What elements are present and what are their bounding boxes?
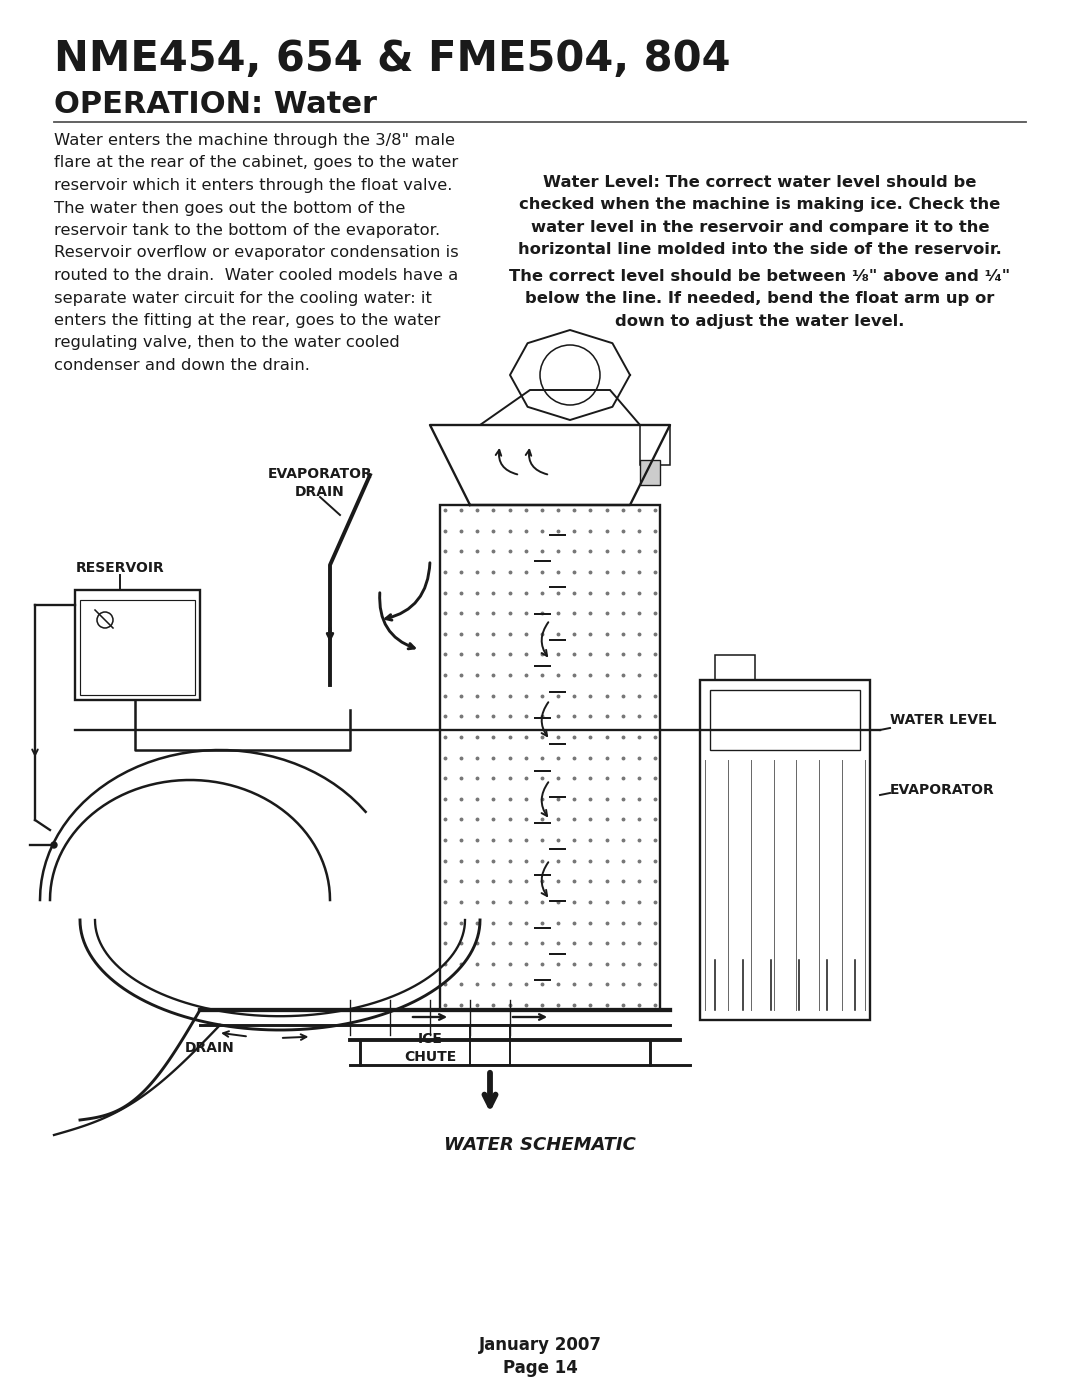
Text: routed to the drain.  Water cooled models have a: routed to the drain. Water cooled models… (54, 268, 458, 284)
Text: below the line. If needed, bend the float arm up or: below the line. If needed, bend the floa… (525, 292, 995, 306)
Bar (470, 1025, 510, 1065)
Text: reservoir which it enters through the float valve.: reservoir which it enters through the fl… (54, 177, 453, 193)
Text: checked when the machine is making ice. Check the: checked when the machine is making ice. … (519, 197, 1001, 212)
Text: EVAPORATOR: EVAPORATOR (890, 782, 995, 798)
Text: DRAIN: DRAIN (185, 1041, 234, 1055)
Bar (75, 590, 200, 700)
Text: OPERATION: Water: OPERATION: Water (54, 89, 377, 119)
Text: The correct level should be between ¹⁄₈" above and ¹⁄₄": The correct level should be between ¹⁄₈"… (510, 270, 1011, 284)
Text: NME454, 654 & FME504, 804: NME454, 654 & FME504, 804 (54, 38, 730, 80)
Text: Reservoir overflow or evaporator condensation is: Reservoir overflow or evaporator condens… (54, 246, 459, 260)
Text: enters the fitting at the rear, goes to the water: enters the fitting at the rear, goes to … (54, 313, 441, 328)
Text: EVAPORATOR
DRAIN: EVAPORATOR DRAIN (268, 468, 373, 499)
Bar (700, 680, 870, 1020)
Text: WATER SCHEMATIC: WATER SCHEMATIC (444, 1136, 636, 1154)
Text: Page 14: Page 14 (502, 1359, 578, 1377)
Text: condenser and down the drain.: condenser and down the drain. (54, 358, 310, 373)
Text: regulating valve, then to the water cooled: regulating valve, then to the water cool… (54, 335, 400, 351)
Text: water level in the reservoir and compare it to the: water level in the reservoir and compare… (530, 219, 989, 235)
Text: ICE
CHUTE: ICE CHUTE (404, 1032, 456, 1063)
Text: Water enters the machine through the 3/8" male: Water enters the machine through the 3/8… (54, 133, 455, 148)
Text: down to adjust the water level.: down to adjust the water level. (616, 314, 905, 330)
Bar (715, 655, 755, 680)
Text: flare at the rear of the cabinet, goes to the water: flare at the rear of the cabinet, goes t… (54, 155, 458, 170)
Bar (710, 690, 860, 750)
Bar (640, 460, 660, 485)
Text: January 2007: January 2007 (478, 1336, 602, 1354)
Bar (440, 504, 660, 1010)
Text: Water Level: The correct water level should be: Water Level: The correct water level sho… (543, 175, 976, 190)
Text: separate water circuit for the cooling water: it: separate water circuit for the cooling w… (54, 291, 432, 306)
Circle shape (51, 842, 57, 848)
Text: WATER LEVEL: WATER LEVEL (890, 712, 997, 726)
Text: reservoir tank to the bottom of the evaporator.: reservoir tank to the bottom of the evap… (54, 224, 441, 237)
Bar (640, 425, 670, 465)
Text: RESERVOIR: RESERVOIR (76, 562, 164, 576)
Text: The water then goes out the bottom of the: The water then goes out the bottom of th… (54, 201, 405, 215)
Bar (80, 599, 195, 694)
Text: horizontal line molded into the side of the reservoir.: horizontal line molded into the side of … (518, 243, 1002, 257)
